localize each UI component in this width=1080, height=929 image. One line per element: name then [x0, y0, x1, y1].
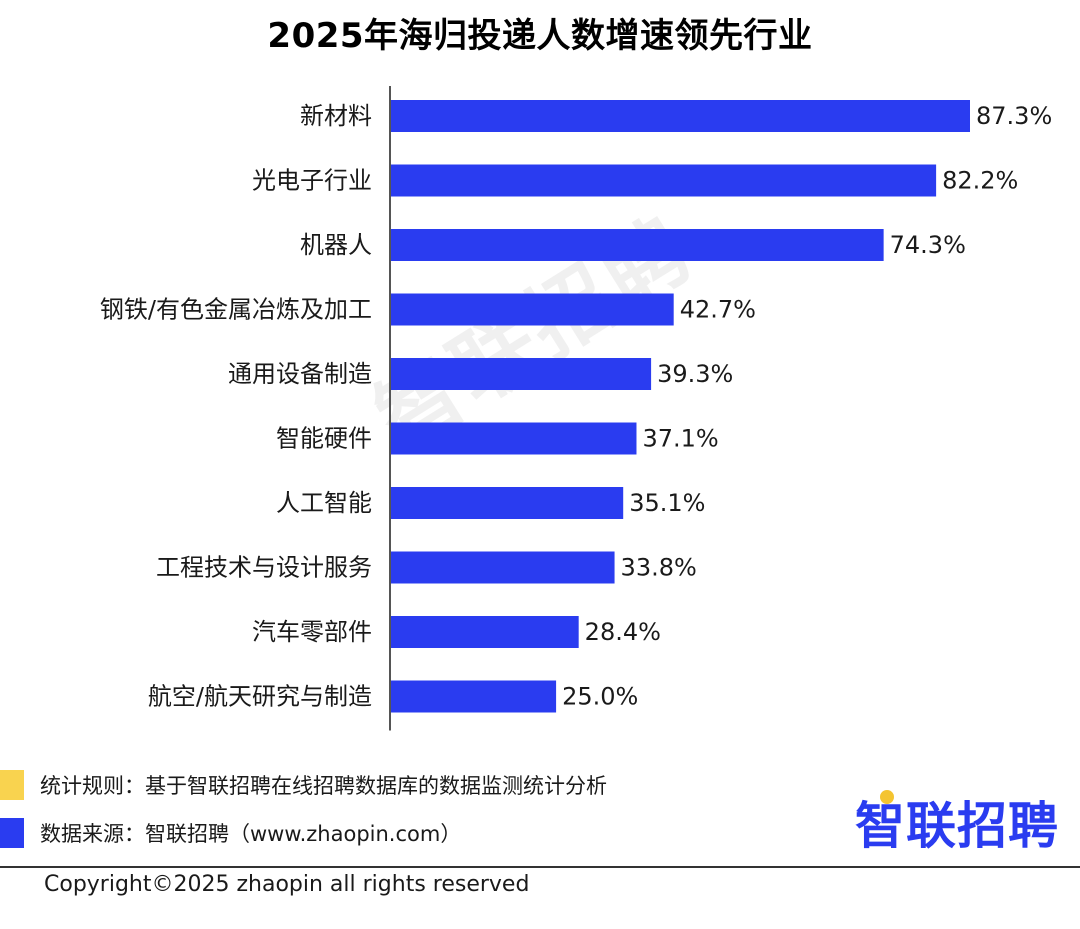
value-label: 42.7%: [680, 296, 756, 324]
zhaopin-logo: 智联招聘: [855, 797, 1059, 855]
category-label: 智能硬件: [276, 425, 372, 453]
bar: [390, 680, 557, 713]
category-label: 航空/航天研究与制造: [148, 683, 372, 711]
bar: [390, 358, 652, 390]
value-label: 74.3%: [890, 231, 966, 259]
copyright-text: Copyright©2025 zhaopin all rights reserv…: [44, 872, 530, 897]
value-label: 25.0%: [562, 683, 638, 711]
value-label: 33.8%: [621, 554, 697, 582]
value-label: 35.1%: [629, 489, 705, 517]
chart-title: 2025年海归投递人数增速领先行业: [267, 16, 813, 56]
stat-rule-text: 统计规则：基于智联招聘在线招聘数据库的数据监测统计分析: [40, 774, 607, 798]
value-label: 37.1%: [642, 425, 718, 453]
category-label: 汽车零部件: [252, 618, 372, 646]
bar: [390, 551, 615, 584]
stat-rule-note: 统计规则：基于智联招聘在线招聘数据库的数据监测统计分析: [0, 768, 607, 802]
bar: [390, 100, 970, 132]
category-label: 通用设备制造: [228, 360, 372, 388]
bar: [390, 616, 579, 648]
bar: [390, 422, 637, 455]
category-label: 新材料: [300, 102, 372, 130]
value-label: 82.2%: [942, 167, 1018, 195]
value-label: 39.3%: [657, 360, 733, 388]
category-label: 钢铁/有色金属冶炼及加工: [100, 296, 372, 324]
bar: [390, 487, 624, 519]
source-square-icon: [0, 818, 24, 848]
rule-square-icon: [0, 770, 24, 800]
bar-chart: 新材料 87.3% 光电子行业 82.2% 机器人 74.3% 钢铁/有色金属冶炼及加工 42…: [100, 86, 1052, 731]
logo-dot-icon: [880, 790, 894, 804]
value-label: 87.3%: [976, 102, 1052, 130]
category-label: 光电子行业: [252, 167, 372, 195]
value-label: 28.4%: [585, 618, 661, 646]
category-label: 工程技术与设计服务: [156, 554, 372, 582]
category-label: 机器人: [300, 231, 372, 259]
data-source-text: 数据来源：智联招聘（www.zhaopin.com）: [40, 822, 462, 846]
bar: [390, 229, 884, 261]
category-label: 人工智能: [276, 489, 372, 517]
bar: [390, 164, 937, 197]
footer-divider: [0, 866, 1080, 868]
data-source-note: 数据来源：智联招聘（www.zhaopin.com）: [0, 816, 461, 850]
bar: [390, 293, 674, 326]
